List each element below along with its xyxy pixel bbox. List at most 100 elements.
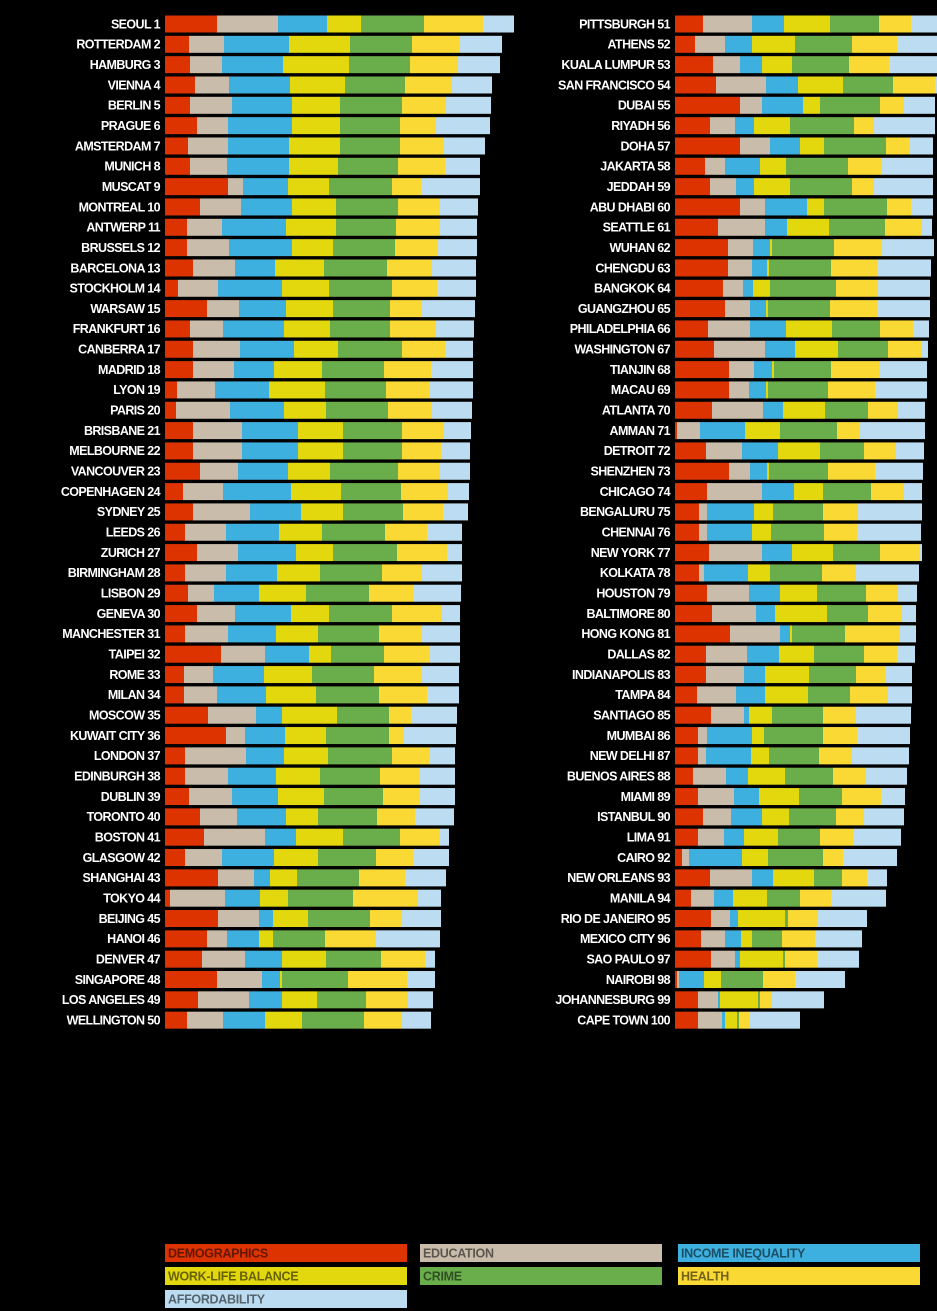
bar-segment (695, 35, 725, 53)
bar-segment (772, 706, 823, 724)
bar-segment (400, 828, 440, 846)
bar-segment (790, 625, 792, 643)
bar-segment (843, 76, 893, 94)
bar-segment (750, 462, 767, 480)
legend-label: DEMOGRAPHICS (168, 1246, 268, 1260)
bar-segment (329, 279, 392, 297)
bar-segment (296, 828, 343, 846)
city-label: ISTANBUL 90 (597, 810, 670, 824)
city-label: ATLANTA 70 (602, 404, 671, 418)
city-label: DUBLIN 39 (101, 790, 161, 804)
bar-segment (675, 625, 730, 643)
bar-segment (183, 483, 223, 501)
bar-segment (675, 666, 706, 684)
bar-segment (824, 523, 857, 541)
bar-segment (376, 849, 413, 867)
bar-segment (830, 300, 877, 318)
bar-segment (245, 727, 285, 745)
bar-segment (440, 462, 470, 480)
bar-segment (265, 1011, 302, 1029)
bar-segment (753, 279, 770, 297)
bar-segment (165, 564, 185, 582)
bar-segment (165, 767, 185, 785)
bar-segment (785, 910, 788, 928)
bar-segment (765, 340, 795, 358)
city-label: GUANGZHOU 65 (578, 302, 671, 316)
bar-segment (343, 422, 402, 440)
bar-segment (185, 747, 246, 765)
bar-segment (432, 401, 472, 419)
city-label: HONG KONG 81 (581, 627, 670, 641)
bar-segment (374, 666, 422, 684)
city-label: JOHANNESBURG 99 (555, 993, 670, 1007)
city-label: WASHINGTON 67 (575, 343, 671, 357)
bar-segment (698, 828, 724, 846)
bar-segment (389, 706, 411, 724)
bar-segment (165, 889, 170, 907)
bar-segment (735, 950, 740, 968)
bar-segment (238, 544, 296, 562)
bar-segment (740, 950, 783, 968)
bar-segment (726, 767, 748, 785)
bar-segment (730, 910, 738, 928)
bar-segment (731, 808, 762, 826)
bar-segment (187, 218, 222, 236)
city-label: VANCOUVER 23 (71, 465, 161, 479)
bar-segment (234, 361, 274, 379)
bar-segment (338, 340, 402, 358)
bar-segment (825, 401, 868, 419)
bar-segment (422, 564, 462, 582)
bar-segment (165, 218, 187, 236)
city-label: MELBOURNE 22 (69, 444, 160, 458)
city-label: CAPE TOWN 100 (577, 1013, 670, 1027)
bar-segment (675, 910, 711, 928)
bar-segment (228, 178, 243, 196)
bar-segment (413, 584, 461, 602)
bar-segment (408, 991, 433, 1009)
bar-segment (413, 849, 449, 867)
bar-segment (675, 401, 712, 419)
bar-segment (848, 157, 882, 175)
bar-segment (743, 279, 753, 297)
bar-segment (735, 117, 754, 135)
city-label: MANCHESTER 31 (62, 627, 160, 641)
bar-segment (198, 991, 249, 1009)
bar-segment (725, 1011, 737, 1029)
bar-segment (780, 625, 790, 643)
city-label: NEW YORK 77 (591, 546, 671, 560)
bar-segment (769, 747, 819, 765)
bar-segment (708, 320, 750, 338)
city-label: GLASGOW 42 (83, 851, 161, 865)
bar-segment (675, 76, 716, 94)
bar-segment (178, 279, 218, 297)
bar-segment (790, 178, 852, 196)
city-label: ANTWERP 11 (86, 221, 160, 235)
bar-segment (398, 462, 440, 480)
bar-segment (675, 157, 705, 175)
bar-segment (780, 584, 817, 602)
bar-segment (691, 889, 714, 907)
city-label: VIENNA 4 (108, 78, 161, 92)
bar-segment (291, 605, 329, 623)
bar-segment (783, 950, 785, 968)
bar-segment (787, 218, 829, 236)
bar-segment (857, 523, 921, 541)
bar-segment (675, 706, 711, 724)
bar-segment (218, 910, 259, 928)
bar-segment (749, 381, 766, 399)
bar-segment (769, 462, 828, 480)
bar-segment (165, 76, 195, 94)
bar-segment (165, 320, 190, 338)
bar-segment (207, 930, 227, 948)
city-label: EDINBURGH 38 (74, 770, 161, 784)
bar-segment (718, 218, 765, 236)
bar-segment (402, 1011, 431, 1029)
bar-segment (728, 239, 753, 257)
bar-segment (392, 747, 430, 765)
bar-segment (770, 564, 822, 582)
city-label: NEW DELHI 87 (590, 749, 671, 763)
city-label: MUSCAT 9 (102, 180, 161, 194)
bar-segment (431, 361, 473, 379)
city-label: TOKYO 44 (103, 891, 160, 905)
